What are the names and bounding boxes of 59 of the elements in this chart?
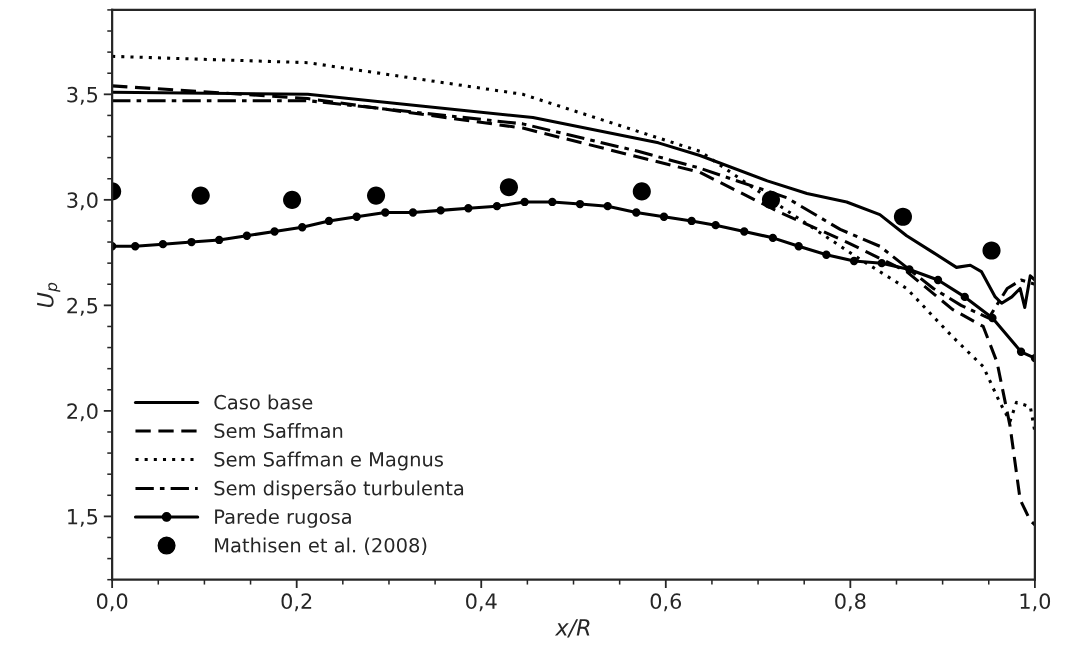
x-axis-title: x/R [554,619,590,638]
y-tick-label: 2,5 [67,297,98,316]
point [158,239,168,249]
point [187,237,196,247]
legend-label: Parede rugosa [215,509,351,528]
point [933,275,943,285]
point [632,208,641,217]
point [768,233,777,242]
point [988,313,997,323]
legend-label: Sem Saffman [214,423,343,439]
x-tick-label: 0,2 [281,593,312,612]
point [381,208,390,217]
point [215,235,224,245]
point [905,265,914,274]
legend-label: Sem dispersão turbulenta [214,480,464,500]
y-tick-label: 3,5 [67,86,98,105]
point [632,182,651,201]
point [436,206,445,215]
point [1016,347,1026,356]
point [270,227,279,236]
x-tick-label: 0,8 [835,593,866,612]
point [492,202,502,211]
y-axis-title: U$_{p}$ [37,282,61,308]
point [982,241,1001,260]
point [740,227,749,236]
point [520,197,529,207]
point [575,199,585,209]
point [603,202,612,211]
point [548,197,557,207]
point [131,242,140,251]
point [893,207,912,226]
x-tick-label: 1,0 [1020,593,1051,612]
x-tick-label: 0,4 [466,593,497,612]
point [464,204,473,213]
point [711,221,720,230]
point [283,190,302,209]
point [877,258,886,268]
point [659,212,669,221]
point [408,208,418,217]
x-tick-label: 0,0 [96,593,128,612]
point [499,178,518,197]
x-tick-label: 0,6 [650,593,682,612]
legend-label: Mathisen et al. (2008) [215,537,427,555]
y-tick-label: 2,0 [67,403,98,422]
point [366,186,386,205]
y-tick-label: 3,0 [67,192,98,211]
legend-label: Sem Saffman e Magnus [214,451,443,471]
point [324,216,334,226]
point [960,292,969,302]
point [191,186,210,205]
y-tick-label: 1,5 [68,509,98,527]
point [822,250,831,259]
point [298,223,307,232]
point [352,212,361,221]
point [242,231,252,240]
legend-label: Caso base [214,394,313,410]
point [849,256,859,266]
point [687,216,696,226]
point [794,242,803,251]
